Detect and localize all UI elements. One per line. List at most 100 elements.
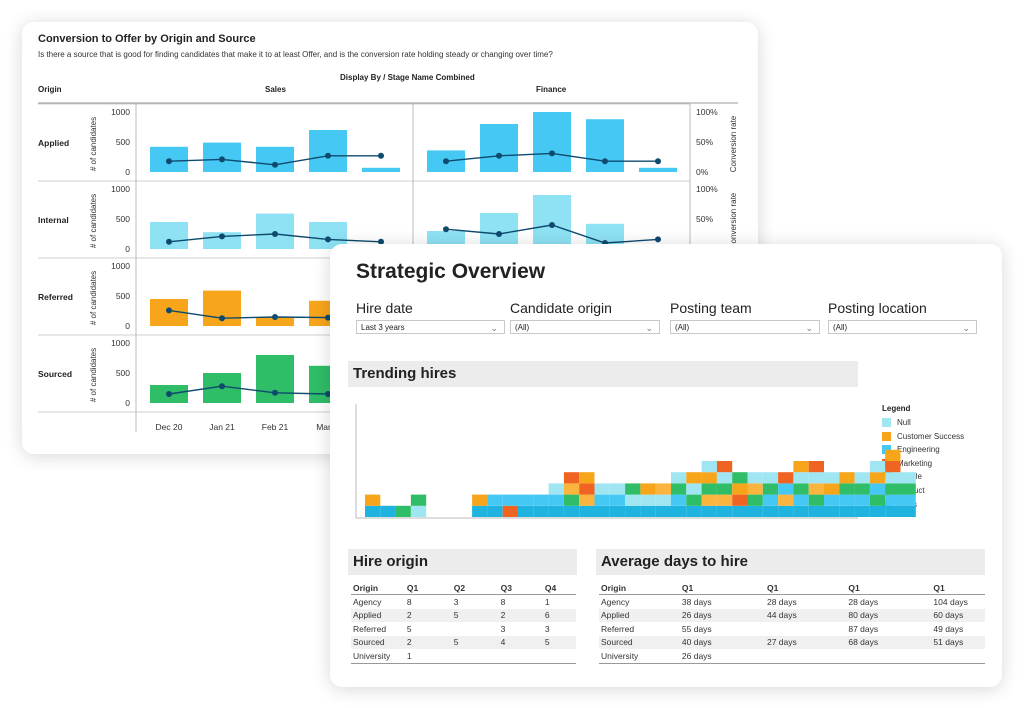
table-cell — [451, 649, 499, 664]
table-cell: 5 — [542, 635, 576, 649]
hire-cell-customer-success — [839, 472, 855, 484]
table-row: University 26 days — [599, 649, 985, 664]
hire-cell-sales — [518, 505, 534, 517]
hire-cell-engineering — [839, 494, 855, 506]
hire-cell-sales — [701, 505, 717, 517]
hire-cell-engineering — [778, 483, 794, 495]
conversion-rate-point — [443, 158, 449, 165]
column-header: Q1 — [764, 581, 847, 595]
hire-cell-marketing — [732, 494, 748, 506]
table-cell: 2 — [404, 608, 452, 622]
hire-cell-people — [701, 483, 717, 495]
strategic-overview-card: Strategic Overview Hire date Last 3 year… — [330, 244, 1002, 687]
hire-cell-sales — [824, 505, 840, 517]
table-cell — [452, 622, 499, 636]
report-subtitle: Is there a source that is good for findi… — [38, 50, 553, 59]
conversion-rate-point — [496, 152, 502, 159]
column-header: Q1 — [931, 581, 985, 595]
column-header: Q1 — [846, 581, 932, 595]
filter-label-posting-location: Posting location — [828, 300, 927, 316]
y-tick-label: 1000 — [111, 261, 130, 271]
hire-cell-sales — [548, 505, 564, 517]
column-header: Origin — [351, 581, 405, 595]
hire-cell-marketing — [579, 483, 595, 495]
hire-cell-null — [824, 472, 840, 484]
hire-cell-null — [686, 483, 702, 495]
hire-origin-table: Origin Q1 Q2 Q3 Q4 Agency 8 3 8 1 Applied 2 5 2 6 Refer… — [351, 581, 576, 664]
legend-swatch — [882, 418, 891, 427]
conversion-rate-point — [272, 314, 278, 320]
y-tick-label: 500 — [116, 368, 130, 378]
conversion-rate-point — [325, 314, 331, 321]
hire-cell-customer-success — [793, 461, 809, 473]
candidate-origin-select[interactable]: (All) ⌄ — [510, 320, 660, 334]
table-cell: 49 days — [933, 623, 964, 634]
hire-cell-product — [716, 494, 733, 506]
right-tick-label: 100% — [696, 107, 718, 117]
conversion-rate-point — [272, 231, 278, 237]
hire-cell-customer-success — [579, 472, 595, 484]
conversion-rate-point — [549, 222, 555, 228]
table-cell: 26 days — [679, 649, 765, 664]
posting-location-select[interactable]: (All) ⌄ — [828, 320, 977, 334]
table-cell: 68 days — [846, 635, 932, 649]
candidate-origin-value: (All) — [515, 323, 530, 332]
row-label-applied: Applied — [38, 138, 69, 148]
panel-title-finance: Finance — [536, 85, 567, 94]
legend-swatch — [882, 458, 891, 468]
posting-location-value: (All) — [833, 323, 848, 332]
right-axis-label: Conversion rate — [729, 115, 738, 172]
hire-cell-people — [732, 472, 748, 484]
table-cell: 8 — [500, 596, 506, 607]
hire-cell-marketing — [778, 472, 794, 484]
table-cell: 1 — [544, 596, 550, 607]
conversion-rate-point — [166, 307, 172, 314]
table-cell: University — [351, 649, 405, 664]
origin-header: Origin — [38, 85, 62, 94]
table-cell: 6 — [542, 608, 576, 622]
hire-cell-null — [609, 483, 626, 495]
hire-cell-sales — [808, 505, 824, 517]
hire-cell-sales — [365, 505, 381, 517]
y-axis-label: # of candidates — [89, 117, 98, 171]
bar-applied-sales — [309, 130, 347, 172]
y-tick-label: 500 — [116, 137, 130, 147]
legend-title: Legend — [882, 404, 911, 413]
legend-item-marketing: Marketing — [897, 458, 933, 468]
table-cell: 55 days — [681, 623, 712, 634]
y-tick-label: 0 — [125, 321, 130, 331]
legend-swatch — [882, 445, 891, 455]
conversion-rate-point — [655, 236, 661, 243]
hire-cell-customer-success — [686, 472, 702, 484]
hire-cell-product — [747, 483, 763, 495]
panel-title-sales: Sales — [265, 85, 286, 94]
hire-cell-people — [808, 494, 824, 506]
hire-cell-product — [701, 494, 717, 506]
hire-cell-sales — [747, 505, 763, 517]
table-cell: 40 days — [679, 635, 765, 649]
bar-applied-finance — [639, 167, 677, 172]
hire-cell-marketing — [502, 505, 518, 517]
right-tick-label: 50% — [696, 137, 713, 147]
hire-date-select[interactable]: Last 3 years ⌄ — [356, 320, 505, 334]
hire-cell-engineering — [793, 494, 809, 506]
conversion-rate-point — [443, 226, 449, 233]
legend-item-people: People — [897, 472, 922, 482]
posting-team-value: (All) — [675, 323, 690, 332]
bar-internal-sales — [150, 222, 188, 249]
hire-cell-customer-success — [365, 494, 381, 506]
conversion-rate-point — [325, 236, 331, 243]
table-cell: Applied — [599, 608, 680, 622]
column-header: Q4 — [542, 581, 576, 595]
legend-item-sales: Sales — [897, 499, 918, 509]
legend-item-null: Null — [897, 418, 911, 427]
table-cell: 27 days — [764, 635, 847, 649]
avg-days-table: Origin Q1 Q1 Q1 Q1 Agency 38 days 28 days 28 day… — [599, 581, 985, 664]
conversion-rate-point — [166, 391, 172, 397]
posting-team-select[interactable]: (All) ⌄ — [670, 320, 820, 334]
table-cell: 44 days — [764, 608, 847, 622]
hire-cell-engineering — [533, 494, 549, 506]
column-header: Q3 — [498, 581, 543, 595]
bar-referred-sales — [256, 317, 294, 326]
hire-cell-null — [854, 472, 870, 484]
